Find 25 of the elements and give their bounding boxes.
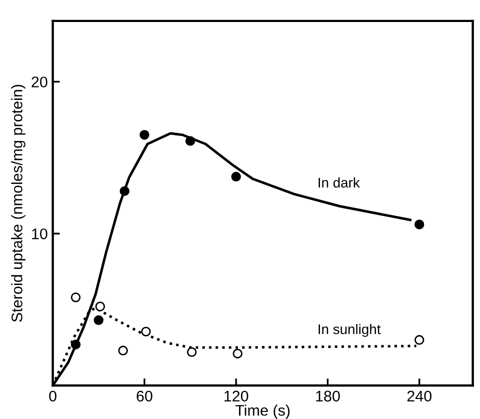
x-tick-label: 120 bbox=[224, 390, 248, 402]
point bbox=[70, 340, 81, 350]
point bbox=[185, 136, 196, 146]
y-tick-label: 10 bbox=[32, 228, 48, 240]
point bbox=[70, 292, 81, 302]
x-tick-label: 180 bbox=[316, 390, 340, 402]
point bbox=[118, 346, 128, 356]
point bbox=[186, 347, 197, 357]
x-axis-title: Time (s) bbox=[235, 404, 290, 419]
point bbox=[95, 302, 106, 312]
point bbox=[414, 335, 424, 345]
x-tick-label: 0 bbox=[49, 390, 56, 402]
series-label: In dark bbox=[318, 177, 360, 188]
point bbox=[232, 348, 242, 358]
point bbox=[140, 130, 150, 140]
x-tick-label: 240 bbox=[407, 390, 432, 402]
point bbox=[94, 315, 104, 326]
series-label: In sunlight bbox=[318, 324, 381, 337]
point bbox=[141, 326, 151, 336]
x-tick-label: 60 bbox=[136, 390, 152, 402]
point bbox=[414, 220, 424, 230]
y-tick-label: 20 bbox=[32, 76, 48, 88]
point bbox=[120, 186, 130, 196]
point bbox=[231, 172, 241, 182]
y-axis-title: Steroid uptake (nmoles/mg protein) bbox=[11, 84, 26, 322]
